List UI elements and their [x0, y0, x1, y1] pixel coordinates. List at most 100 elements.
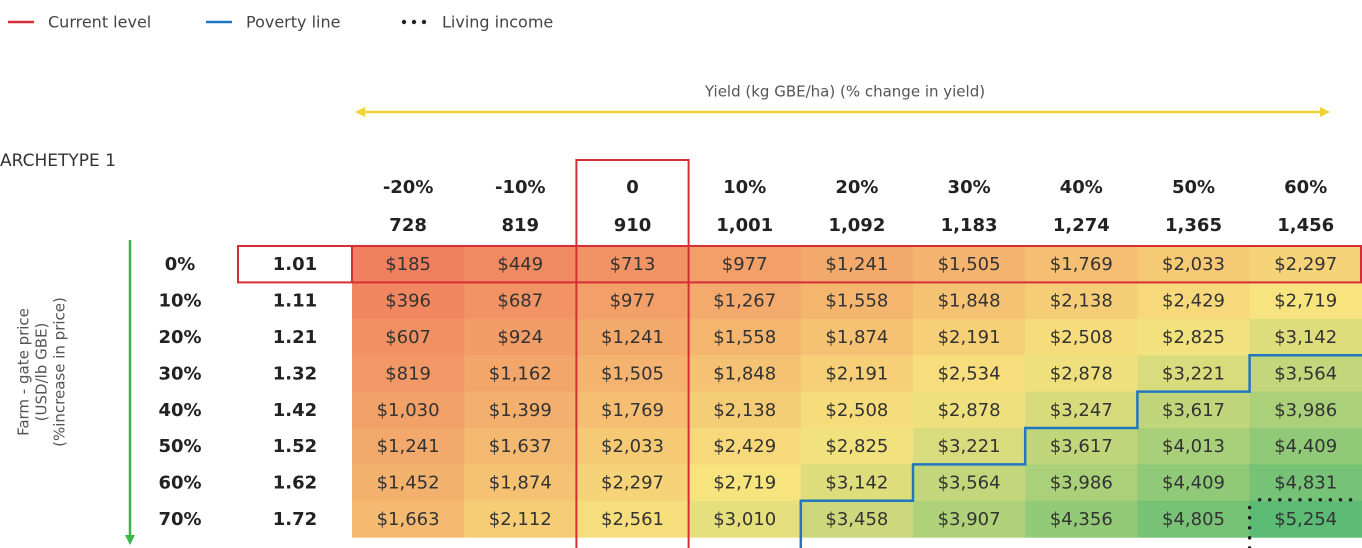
column-yield: 910: [614, 215, 652, 236]
cell-value: $449: [497, 254, 543, 275]
cell: [352, 500, 465, 538]
cell-value: $2,429: [713, 436, 776, 457]
cell-value: $1,848: [938, 291, 1001, 312]
row-price: 1.21: [273, 327, 317, 348]
cell-value: $1,030: [377, 400, 440, 421]
cell: [1025, 355, 1138, 393]
cell: [913, 318, 1026, 356]
cell-value: $4,356: [1050, 509, 1113, 530]
cell: [1137, 318, 1251, 356]
cell: [688, 355, 802, 393]
row-change: 70%: [158, 509, 201, 530]
cell-value: $1,452: [377, 473, 440, 494]
cell: [576, 391, 690, 429]
cell: [576, 355, 690, 393]
cell: [1249, 318, 1362, 356]
cell-value: $185: [385, 254, 431, 275]
cell: [464, 355, 577, 393]
cell-value: $3,564: [938, 473, 1001, 494]
column-change: 50%: [1172, 177, 1215, 198]
cell-value: $3,221: [938, 436, 1001, 457]
cell-value: $2,033: [601, 436, 664, 457]
legend-swatch: [411, 19, 417, 25]
y-axis-label: Farm - gate price (USD/lb GBE) (%increas…: [15, 297, 69, 447]
column-yield: 1,092: [828, 215, 885, 236]
column-change: 30%: [948, 177, 991, 198]
cell-value: $3,986: [1274, 400, 1337, 421]
cell-value: $1,874: [489, 473, 552, 494]
cell: [1249, 464, 1362, 502]
cell-value: $2,508: [1050, 327, 1113, 348]
cell: [800, 428, 914, 465]
cell-value: $2,297: [601, 473, 664, 494]
row-change: 60%: [158, 473, 201, 494]
cell: [913, 500, 1026, 538]
cell: [688, 500, 802, 538]
row-price: 1.11: [273, 291, 317, 312]
cell-value: $2,033: [1162, 254, 1225, 275]
cell-value: $2,878: [938, 400, 1001, 421]
cell: [352, 464, 465, 502]
cell: [464, 282, 577, 320]
cell-value: $4,805: [1162, 509, 1225, 530]
column-change: -10%: [495, 177, 546, 198]
cell-value: $924: [497, 327, 543, 348]
row-price: 1.42: [273, 400, 317, 421]
cell: [800, 500, 914, 538]
cell-value: $2,719: [1274, 291, 1337, 312]
cell: [464, 391, 577, 429]
living-income: [1247, 498, 1360, 548]
cell: [1025, 500, 1138, 538]
cell-value: $2,191: [825, 363, 888, 384]
cell-value: $4,831: [1274, 473, 1337, 494]
cell: [688, 428, 802, 465]
cell-value: $5,254: [1274, 509, 1337, 530]
cell-value: $396: [385, 291, 431, 312]
cell-value: $2,138: [1050, 291, 1113, 312]
cell: [1249, 246, 1362, 283]
cell: [1137, 391, 1251, 429]
cell-value: $1,267: [713, 291, 776, 312]
cell: [1137, 246, 1251, 283]
column-change: 20%: [835, 177, 878, 198]
cell-value: $3,458: [825, 509, 888, 530]
cell-value: $1,399: [489, 400, 552, 421]
cell-value: $3,617: [1050, 436, 1113, 457]
legend-label: Current level: [48, 13, 151, 32]
cell-value: $1,848: [713, 363, 776, 384]
cell: [352, 246, 465, 283]
cell-value: $2,561: [601, 509, 664, 530]
cell: [800, 464, 914, 502]
cell-value: $4,013: [1162, 436, 1225, 457]
cell: [464, 464, 577, 502]
cell: [1025, 246, 1138, 283]
cell-value: $2,429: [1162, 291, 1225, 312]
cell: [1249, 500, 1362, 538]
row-price: 1.32: [273, 363, 317, 384]
cell: [800, 318, 914, 356]
cell-value: $1,637: [489, 436, 552, 457]
cell: [352, 355, 465, 393]
cell: [1137, 500, 1251, 538]
cell: [464, 500, 577, 538]
row-price: 1.72: [273, 509, 317, 530]
cell-value: $3,142: [825, 473, 888, 494]
cell: [913, 391, 1026, 429]
row-price: 1.52: [273, 436, 317, 457]
column-change: 0: [626, 177, 639, 198]
cell-value: $2,825: [1162, 327, 1225, 348]
cell-value: $4,409: [1274, 436, 1337, 457]
cell: [1249, 391, 1362, 429]
column-yield: 1,183: [941, 215, 998, 236]
cell: [913, 282, 1026, 320]
cell: [464, 246, 577, 283]
cell: [1249, 428, 1362, 465]
column-yield: 728: [389, 215, 427, 236]
cell: [800, 282, 914, 320]
legend-swatch: [401, 19, 407, 25]
legend-label: Living income: [442, 13, 553, 32]
x-axis-label: Yield (kg GBE/ha) (% change in yield): [704, 83, 985, 101]
cell: [352, 391, 465, 429]
cell: [464, 428, 577, 465]
